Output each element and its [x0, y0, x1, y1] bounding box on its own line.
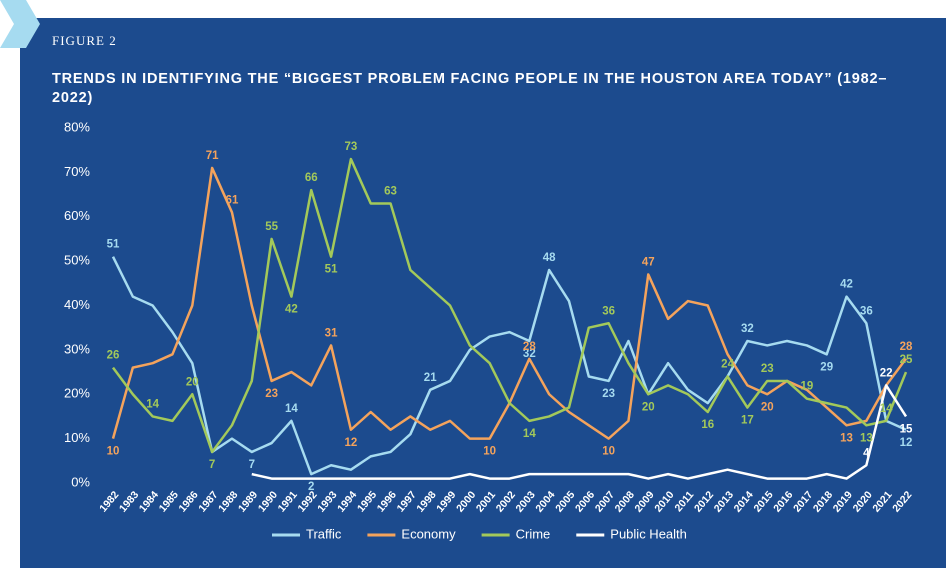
y-tick-label: 10%: [64, 430, 90, 445]
data-label: 20: [642, 401, 655, 413]
y-tick-label: 70%: [64, 164, 90, 179]
data-label: 42: [840, 279, 853, 291]
data-label: 28: [900, 341, 913, 353]
data-label: 23: [761, 363, 774, 375]
data-label: 51: [107, 239, 120, 251]
data-label: 63: [384, 185, 397, 197]
data-label: 21: [424, 372, 437, 384]
y-tick-label: 80%: [64, 119, 90, 134]
line-crime: [111, 157, 908, 454]
data-label: 36: [602, 305, 615, 317]
data-label: 23: [602, 388, 615, 400]
data-label: 31: [325, 327, 338, 339]
y-tick-label: 40%: [64, 297, 90, 312]
legend-label: Traffic: [306, 526, 342, 541]
data-label: 19: [800, 381, 813, 393]
y-tick-label: 20%: [64, 386, 90, 401]
data-label: 14: [880, 403, 893, 415]
data-label: 10: [483, 446, 496, 458]
legend-label: Public Health: [610, 526, 687, 541]
data-label: 2: [308, 481, 314, 493]
y-tick-label: 30%: [64, 341, 90, 356]
y-tick-label: 60%: [64, 208, 90, 223]
data-label: 4: [863, 447, 870, 459]
data-label: 17: [741, 415, 754, 427]
data-label: 16: [701, 419, 714, 431]
data-label: 10: [602, 446, 615, 458]
y-tick-label: 50%: [64, 253, 90, 268]
line-traffic: [111, 256, 907, 476]
legend-label: Crime: [516, 526, 551, 541]
data-label: 23: [265, 388, 278, 400]
data-label: 12: [900, 437, 913, 449]
data-label: 10: [107, 446, 120, 458]
data-label: 14: [523, 428, 536, 440]
data-label: 32: [523, 348, 536, 360]
data-label: 42: [285, 304, 298, 316]
data-label: 14: [146, 398, 159, 410]
data-label: 13: [860, 432, 873, 444]
figure-label: FIGURE 2: [52, 33, 117, 48]
data-label: 20: [761, 401, 774, 413]
data-label: 61: [226, 194, 239, 206]
data-label: 28: [523, 341, 536, 353]
chevron: [0, 0, 40, 48]
data-label: 55: [265, 221, 278, 233]
chart-title: TRENDS IN IDENTIFYING THE “BIGGEST PROBL…: [52, 71, 888, 106]
data-label: 15: [900, 423, 913, 435]
data-label: 12: [345, 437, 358, 449]
data-label: 51: [325, 264, 338, 276]
line-public-health: [251, 384, 908, 480]
data-label: 73: [345, 141, 358, 153]
data-label: 29: [820, 361, 833, 373]
data-label: 24: [721, 359, 734, 371]
data-label: 25: [900, 354, 913, 366]
y-tick-label: 0%: [71, 474, 90, 489]
data-label: 20: [186, 376, 199, 388]
data-label: 32: [741, 323, 754, 335]
legend-label: Economy: [401, 526, 456, 541]
data-label: 66: [305, 172, 318, 184]
data-label: 7: [209, 459, 215, 471]
data-label: 47: [642, 256, 655, 268]
data-label: 48: [543, 252, 556, 264]
data-label: 36: [860, 305, 873, 317]
data-label: 7: [249, 459, 255, 471]
data-label: 14: [285, 403, 298, 415]
data-label: 13: [840, 432, 853, 444]
data-label: 26: [107, 350, 120, 362]
data-label: 71: [206, 150, 219, 162]
data-label: 22: [880, 367, 893, 379]
